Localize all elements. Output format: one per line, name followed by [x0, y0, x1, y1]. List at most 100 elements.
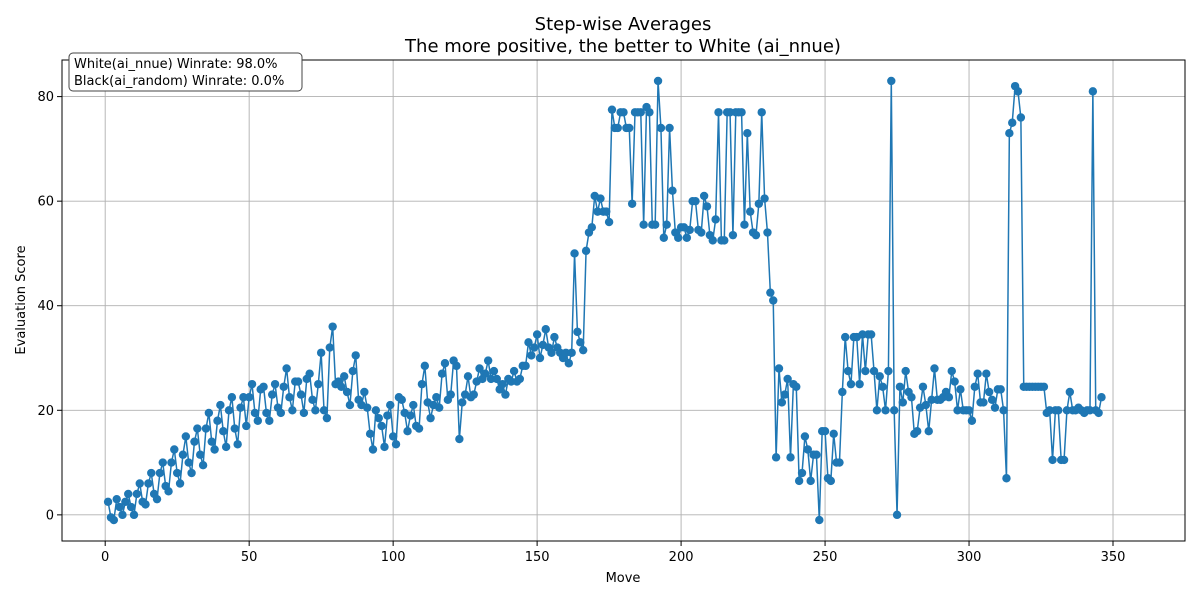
- series-line: [107, 80, 1103, 522]
- data-point: [455, 434, 464, 444]
- data-point: [103, 497, 113, 506]
- data-point: [740, 220, 749, 229]
- data-point: [746, 207, 755, 216]
- data-point: [766, 288, 775, 297]
- data-point: [124, 489, 133, 499]
- data-point: [953, 406, 962, 415]
- data-point: [175, 479, 185, 488]
- data-point: [158, 458, 167, 467]
- data-point: [665, 123, 674, 133]
- data-point: [244, 393, 254, 402]
- data-point: [204, 408, 214, 418]
- data-point: [604, 217, 614, 227]
- data-points-layer: [103, 76, 1106, 525]
- data-point: [348, 366, 358, 376]
- data-point: [239, 393, 248, 402]
- data-point: [339, 372, 349, 381]
- data-point: [950, 377, 959, 386]
- data-point: [265, 416, 274, 425]
- data-point: [967, 416, 977, 425]
- data-point: [296, 390, 306, 399]
- data-point: [737, 108, 746, 117]
- data-point: [699, 191, 709, 201]
- data-point: [774, 364, 784, 373]
- data-point: [463, 372, 473, 381]
- data-point: [299, 408, 309, 418]
- grid: [62, 60, 1185, 541]
- data-point: [984, 387, 994, 397]
- data-point: [573, 327, 582, 337]
- data-point: [898, 398, 908, 407]
- data-point: [230, 424, 239, 433]
- data-point: [328, 322, 337, 331]
- data-point: [815, 515, 824, 525]
- data-point: [1008, 118, 1017, 127]
- data-point: [440, 359, 450, 368]
- data-point: [895, 382, 905, 391]
- data-point: [878, 382, 887, 391]
- data-point: [469, 390, 478, 399]
- data-point: [489, 366, 499, 376]
- data-point: [794, 476, 804, 486]
- data-point: [288, 406, 297, 415]
- data-point: [342, 387, 352, 397]
- data-point: [797, 468, 807, 478]
- data-point: [360, 387, 369, 397]
- data-point: [708, 236, 717, 245]
- data-point: [190, 437, 199, 446]
- data-point: [587, 223, 597, 232]
- data-point: [1016, 113, 1026, 122]
- data-point: [316, 348, 326, 357]
- data-point: [806, 476, 815, 486]
- data-point: [383, 411, 392, 420]
- data-point: [645, 108, 654, 117]
- annotation-background: [68, 52, 303, 92]
- data-point: [314, 379, 323, 389]
- data-point: [826, 476, 836, 486]
- y-axis-ticks: 0 20 40 60 80: [37, 90, 62, 523]
- data-point: [918, 382, 928, 391]
- plot-frame: [61, 59, 1186, 542]
- x-tick-label: 150: [525, 550, 550, 565]
- data-point: [121, 497, 130, 506]
- data-point: [311, 406, 320, 415]
- data-point: [155, 468, 165, 478]
- data-point: [242, 421, 251, 431]
- data-point: [875, 372, 884, 381]
- data-point: [409, 400, 418, 410]
- data-point: [507, 377, 516, 386]
- data-point: [786, 453, 795, 462]
- data-point: [990, 403, 1000, 412]
- data-point: [167, 458, 176, 467]
- data-point: [233, 440, 242, 449]
- data-point: [944, 393, 954, 402]
- data-point: [368, 445, 378, 454]
- data-point: [889, 406, 899, 415]
- data-point: [351, 351, 360, 360]
- data-point: [216, 400, 225, 410]
- data-point: [322, 413, 332, 423]
- data-point: [475, 364, 484, 373]
- data-point: [576, 338, 585, 347]
- data-point: [535, 353, 545, 363]
- data-point: [282, 364, 291, 373]
- data-point: [769, 296, 778, 305]
- data-point: [308, 395, 317, 405]
- data-point: [207, 437, 216, 446]
- data-point: [1054, 406, 1063, 415]
- data-point: [541, 325, 550, 334]
- data-point: [777, 398, 787, 407]
- data-point: [1048, 455, 1057, 465]
- data-point: [178, 450, 188, 459]
- data-point: [483, 356, 493, 365]
- data-point: [619, 108, 628, 117]
- data-point: [636, 108, 645, 117]
- data-point: [371, 406, 381, 415]
- data-point: [498, 379, 507, 389]
- data-point: [947, 366, 956, 376]
- data-point: [711, 215, 720, 224]
- x-tick-label: 200: [669, 550, 694, 565]
- data-point: [743, 129, 752, 138]
- data-point: [365, 429, 375, 439]
